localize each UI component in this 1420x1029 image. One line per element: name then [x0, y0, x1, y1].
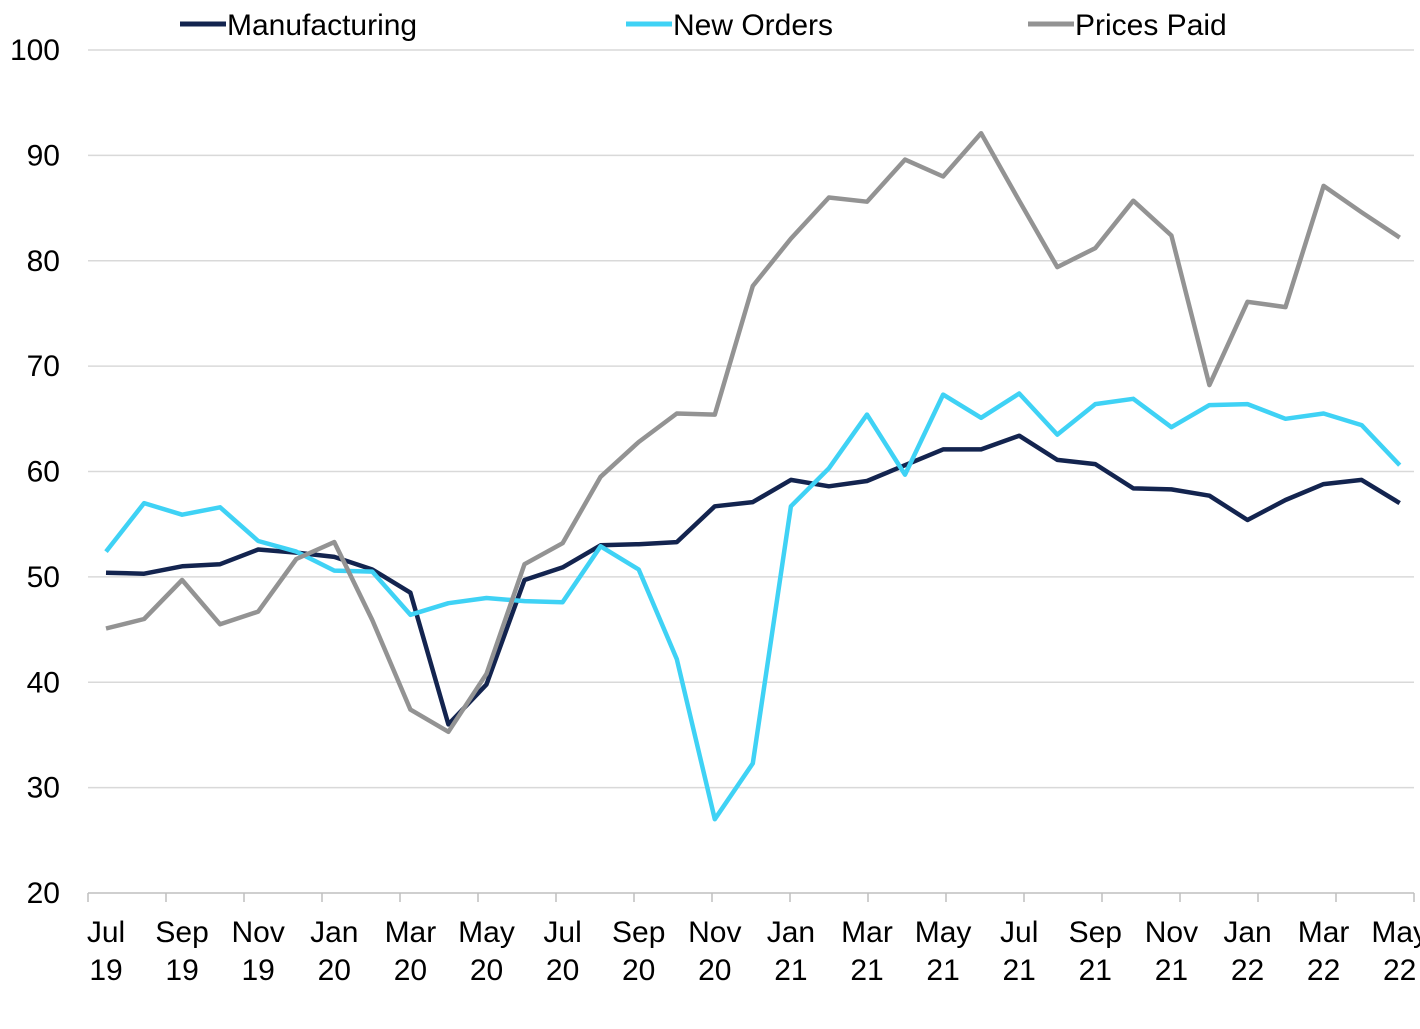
y-tick-label: 50 [27, 561, 60, 594]
x-tick-label-month: Jul [1000, 916, 1038, 949]
x-tick-label-month: May [915, 916, 972, 949]
y-tick-label: 60 [27, 456, 60, 489]
x-tick-label-year: 21 [774, 954, 807, 987]
x-tick-label-year: 20 [470, 954, 503, 987]
series-lines [104, 130, 1402, 822]
x-tick-label-month: Sep [155, 916, 208, 949]
y-tick-label: 40 [27, 666, 60, 699]
x-tick-label-year: 20 [698, 954, 731, 987]
legend: Manufacturing New Orders Prices Paid [180, 9, 1227, 42]
x-tick-label-month: Mar [841, 916, 893, 949]
x-tick-label-year: 22 [1383, 954, 1416, 987]
y-tick-label: 80 [27, 245, 60, 278]
x-tick-label-year: 22 [1231, 954, 1264, 987]
x-tick-label-month: Mar [1298, 916, 1350, 949]
y-tick-label: 30 [27, 772, 60, 805]
x-tick-label-month: Mar [385, 916, 437, 949]
x-tick-label-year: 19 [89, 954, 122, 987]
x-tick-label-year: 21 [926, 954, 959, 987]
series-line-new-orders [104, 391, 1402, 822]
x-tick-label-year: 21 [1079, 954, 1112, 987]
x-tick-label-year: 20 [546, 954, 579, 987]
series-line-prices-paid [105, 130, 1401, 735]
y-tick-label: 90 [27, 139, 60, 172]
series-line-manufacturing [105, 433, 1401, 727]
x-tick-label-month: Nov [688, 916, 741, 949]
x-tick-label-month: May [1371, 916, 1420, 949]
y-tick-label: 70 [27, 350, 60, 383]
legend-label-prices-paid: Prices Paid [1075, 9, 1227, 42]
legend-label-new-orders: New Orders [673, 9, 833, 42]
x-axis: Jul 19 Sep 19 Nov 19 Jan 20 Mar 20 May 20 Jul 20 Sep 20… [87, 892, 1420, 987]
x-tick-label-month: Jul [87, 916, 125, 949]
x-tick-label-year: 21 [850, 954, 883, 987]
x-tick-label-year: 22 [1307, 954, 1340, 987]
x-tick-label-year: 20 [622, 954, 655, 987]
x-tick-label-month: Sep [1069, 916, 1122, 949]
x-tick-label-month: Nov [1145, 916, 1198, 949]
x-tick-label-month: Jan [1223, 916, 1271, 949]
y-tick-label: 100 [10, 34, 60, 67]
x-tick-label-month: Sep [612, 916, 665, 949]
y-axis-tick-labels: 20 30 40 50 60 70 80 90 100 [10, 34, 60, 910]
x-tick-label-year: 19 [165, 954, 198, 987]
x-tick-label-month: Jul [543, 916, 581, 949]
x-tick-label-month: May [458, 916, 515, 949]
x-tick-label-year: 20 [318, 954, 351, 987]
x-tick-label-year: 19 [242, 954, 275, 987]
x-tick-label-year: 20 [394, 954, 427, 987]
x-tick-label-year: 21 [1155, 954, 1188, 987]
x-tick-label-year: 21 [1003, 954, 1036, 987]
x-tick-label-month: Nov [232, 916, 285, 949]
gridlines [88, 49, 1414, 789]
x-tick-label-month: Jan [310, 916, 358, 949]
x-tick-label-month: Jan [767, 916, 815, 949]
y-tick-label: 20 [27, 877, 60, 910]
legend-label-manufacturing: Manufacturing [227, 9, 417, 42]
